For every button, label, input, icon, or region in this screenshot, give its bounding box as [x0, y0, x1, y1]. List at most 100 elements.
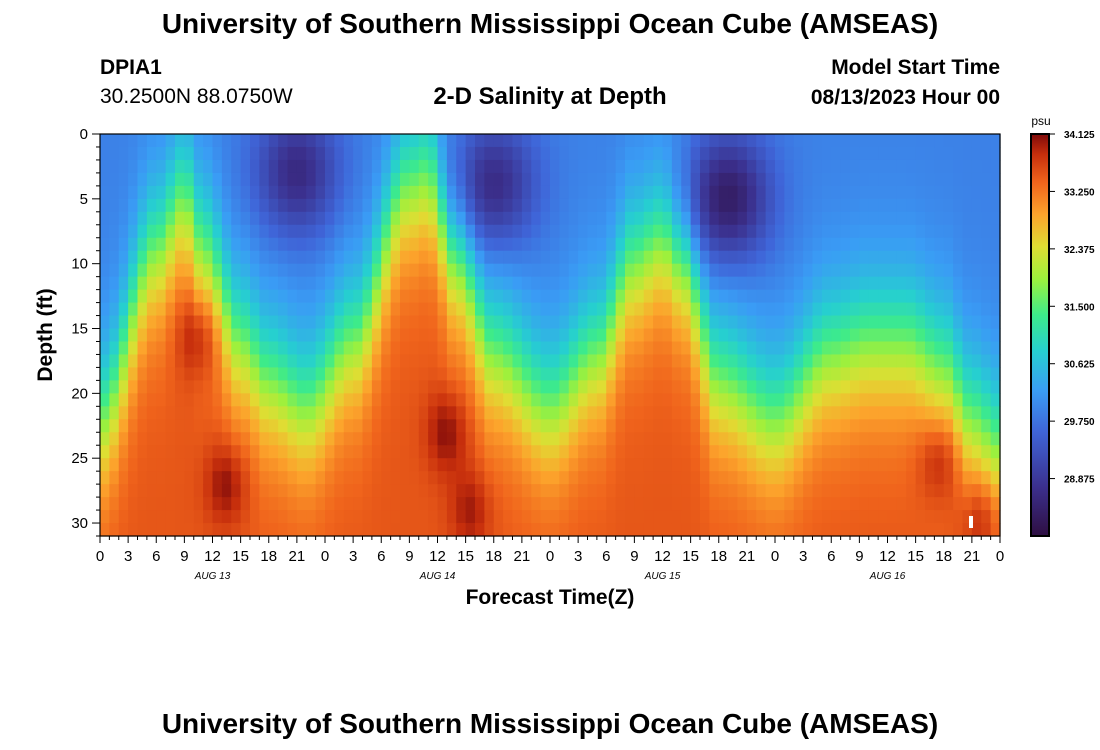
heatmap-cell: [428, 263, 439, 278]
heatmap-cell: [146, 445, 157, 459]
heatmap-cell: [812, 302, 823, 317]
heatmap-cell: [184, 263, 195, 278]
heatmap-cell: [709, 393, 720, 407]
heatmap-cell: [887, 406, 898, 420]
heatmap-cell: [615, 250, 626, 265]
heatmap-cell: [634, 432, 645, 446]
heatmap-cell: [231, 341, 242, 356]
heatmap-cell: [718, 224, 729, 239]
heatmap-cell: [109, 289, 120, 304]
heatmap-cell: [465, 354, 476, 369]
heatmap-cell: [146, 406, 157, 420]
heatmap-cell: [953, 471, 964, 485]
heatmap-cell: [475, 172, 485, 187]
heatmap-cell: [634, 237, 645, 252]
heatmap-cell: [287, 432, 298, 446]
heatmap-cell: [184, 198, 195, 213]
heatmap-cell: [203, 354, 214, 369]
heatmap-cell: [456, 263, 467, 278]
heatmap-cell: [887, 510, 898, 524]
heatmap-cell: [521, 341, 532, 356]
heatmap-cell: [887, 185, 898, 200]
heatmap-cell: [503, 393, 514, 407]
heatmap-cell: [437, 406, 448, 420]
heatmap-cell: [831, 250, 842, 265]
heatmap-cell: [484, 172, 495, 187]
heatmap-cell: [578, 146, 589, 161]
heatmap-cell: [821, 237, 832, 252]
heatmap-cell: [465, 263, 476, 278]
heatmap-cell: [353, 302, 364, 317]
heatmap-cell: [971, 458, 982, 472]
heatmap-cell: [100, 172, 110, 187]
heatmap-cell: [100, 419, 110, 433]
heatmap-cell: [821, 367, 832, 381]
heatmap-cell: [981, 497, 992, 511]
heatmap-cell: [315, 250, 326, 265]
heatmap-cell: [606, 134, 617, 148]
heatmap-cell: [550, 237, 560, 252]
heatmap-cell: [906, 471, 917, 485]
heatmap-cell: [615, 172, 626, 187]
heatmap-cell: [362, 185, 373, 200]
heatmap-cell: [231, 497, 242, 511]
heatmap-cell: [475, 406, 485, 420]
heatmap-cell: [700, 276, 710, 291]
heatmap-cell: [878, 237, 889, 252]
heatmap-cell: [203, 445, 214, 459]
heatmap-cell: [446, 354, 457, 369]
heatmap-cell: [596, 172, 607, 187]
heatmap-cell: [868, 198, 879, 213]
heatmap-cell: [240, 419, 251, 433]
heatmap-cell: [306, 458, 317, 472]
heatmap-cell: [709, 432, 720, 446]
heatmap-cell: [878, 393, 889, 407]
heatmap-cell: [615, 289, 626, 304]
heatmap-cell: [193, 263, 204, 278]
heatmap-cell: [625, 497, 635, 511]
heatmap-cell: [184, 302, 195, 317]
heatmap-cell: [643, 172, 654, 187]
heatmap-cell: [371, 146, 382, 161]
heatmap-cell: [465, 484, 476, 498]
heatmap-cell: [559, 289, 570, 304]
heatmap-cell: [934, 134, 945, 148]
heatmap-cell: [428, 185, 439, 200]
heatmap-cell: [165, 302, 176, 317]
heatmap-cell: [615, 471, 626, 485]
heatmap-cell: [756, 523, 767, 537]
heatmap-cell: [371, 302, 382, 317]
heatmap-cell: [953, 302, 964, 317]
heatmap-cell: [109, 250, 120, 265]
heatmap-cell: [456, 237, 467, 252]
heatmap-cell: [578, 224, 589, 239]
heatmap-cell: [887, 432, 898, 446]
heatmap-cell: [662, 497, 673, 511]
heatmap-cell: [850, 328, 860, 343]
heatmap-cell: [690, 263, 701, 278]
heatmap-cell: [315, 458, 326, 472]
heatmap-cell: [990, 198, 1001, 213]
heatmap-cell: [343, 302, 354, 317]
heatmap-cell: [718, 237, 729, 252]
heatmap-cell: [943, 458, 954, 472]
heatmap-cell: [296, 419, 307, 433]
heatmap-cell: [456, 510, 467, 524]
heatmap-cell: [306, 276, 317, 291]
heatmap-cell: [643, 289, 654, 304]
heatmap-cell: [465, 289, 476, 304]
heatmap-cell: [531, 211, 542, 226]
heatmap-cell: [146, 523, 157, 537]
heatmap-cell: [465, 523, 476, 537]
heatmap-cell: [671, 185, 682, 200]
heatmap-cell: [728, 445, 739, 459]
heatmap-cell: [718, 471, 729, 485]
heatmap-cell: [428, 471, 439, 485]
heatmap-cell: [906, 289, 917, 304]
heatmap-cell: [700, 341, 710, 356]
heatmap-cell: [128, 315, 139, 330]
heatmap-cell: [859, 471, 870, 485]
heatmap-cell: [128, 445, 139, 459]
heatmap-cell: [606, 393, 617, 407]
heatmap-cell: [868, 328, 879, 343]
